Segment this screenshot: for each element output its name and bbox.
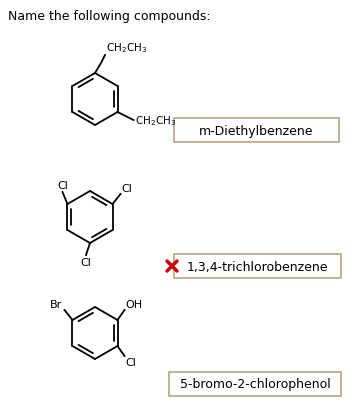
Text: Name the following compounds:: Name the following compounds: (8, 10, 211, 23)
Text: Br: Br (50, 299, 63, 309)
Text: 5-bromo-2-chlorophenol: 5-bromo-2-chlorophenol (180, 377, 330, 391)
Text: OH: OH (126, 299, 143, 309)
Text: CH$_2$CH$_3$: CH$_2$CH$_3$ (135, 114, 176, 128)
Text: m-Diethylbenzene: m-Diethylbenzene (199, 124, 314, 137)
FancyBboxPatch shape (169, 372, 341, 396)
FancyBboxPatch shape (174, 119, 339, 142)
Text: Cl: Cl (57, 180, 68, 190)
Text: Cl: Cl (121, 183, 132, 194)
Text: 1,3,4-trichlorobenzene: 1,3,4-trichlorobenzene (187, 260, 328, 273)
Text: CH$_2$CH$_3$: CH$_2$CH$_3$ (106, 41, 147, 55)
FancyBboxPatch shape (174, 254, 341, 278)
Text: Cl: Cl (80, 257, 91, 267)
Text: Cl: Cl (126, 357, 136, 367)
